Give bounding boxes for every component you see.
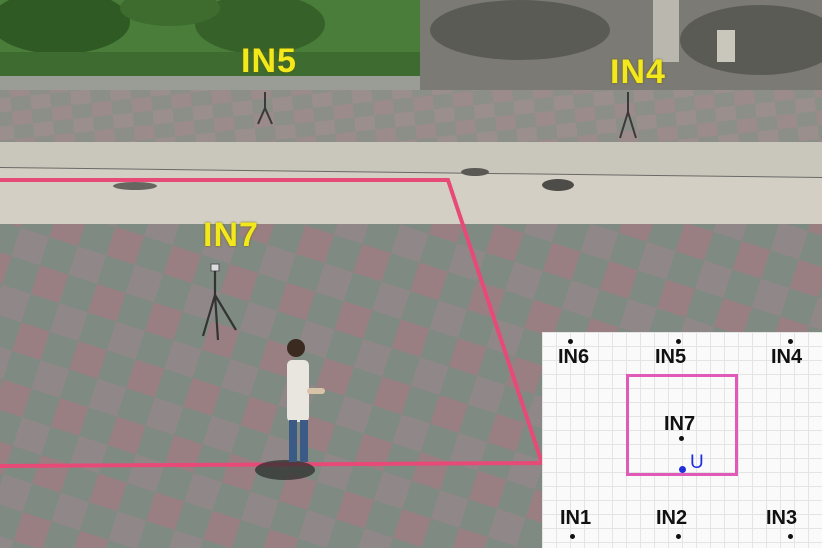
curb <box>0 76 430 90</box>
post <box>717 30 735 62</box>
sidewalk <box>0 168 822 228</box>
pillar <box>653 0 679 62</box>
drain <box>113 182 157 190</box>
user-position-label: U <box>690 452 704 473</box>
sensor-tripod-in4 <box>619 92 637 139</box>
node-label-in3: IN3 <box>766 507 798 529</box>
shrub <box>120 0 220 26</box>
user-position-dot <box>679 466 686 473</box>
tree-shadow <box>430 0 610 60</box>
node-dot-in7 <box>679 436 684 441</box>
node-label-in1: IN1 <box>560 507 592 529</box>
node-dot-in2 <box>676 534 681 539</box>
node-dot-in3 <box>788 534 793 539</box>
far-paving <box>0 90 822 142</box>
node-label-in7: IN7 <box>664 413 696 435</box>
node-label-in6: IN6 <box>558 346 590 368</box>
manhole <box>461 168 489 176</box>
sensor-tripod-in7 <box>201 263 237 341</box>
sensor-label-in5: IN5 <box>241 42 297 80</box>
node-label-in4: IN4 <box>771 346 803 368</box>
node-label-in5: IN5 <box>655 346 687 368</box>
shrub <box>0 0 130 54</box>
node-dot-in4 <box>788 339 793 344</box>
sensor-label-in7: IN7 <box>203 216 259 254</box>
floor-plan-minimap: IN6 IN5 IN4 IN7 U IN1 IN2 IN3 <box>542 332 822 548</box>
node-dot-in1 <box>570 534 575 539</box>
person-shadow <box>255 460 315 480</box>
walkway <box>0 142 822 178</box>
node-dot-in5 <box>676 339 681 344</box>
minimap-zone-outline <box>626 374 738 476</box>
node-dot-in6 <box>568 339 573 344</box>
tree-shadow <box>680 5 822 75</box>
manhole <box>542 179 574 191</box>
node-label-in2: IN2 <box>656 507 688 529</box>
sensor-tripod-in5 <box>257 92 273 125</box>
shrub <box>195 0 325 54</box>
sensor-label-in4: IN4 <box>610 53 666 91</box>
person <box>255 339 325 480</box>
hedge <box>0 52 420 78</box>
